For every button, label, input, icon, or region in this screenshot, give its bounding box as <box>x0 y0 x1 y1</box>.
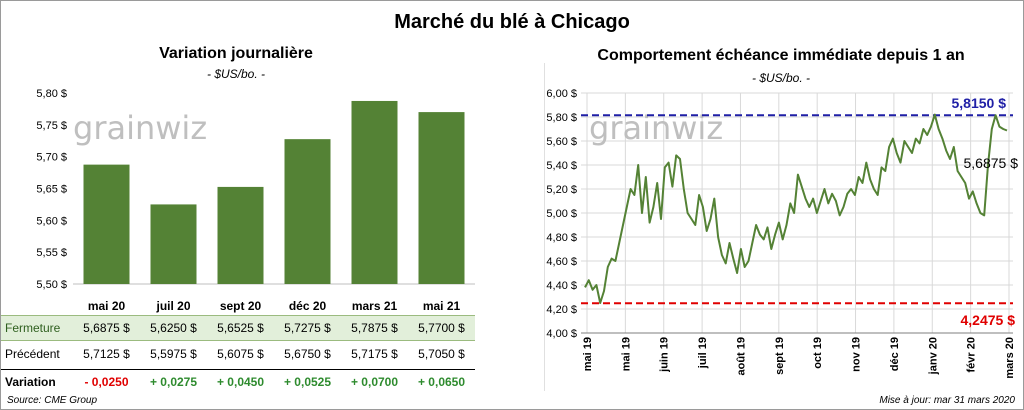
bar <box>418 112 465 284</box>
table-cell: 5,7875 $ <box>351 321 398 335</box>
bar-x-tick-label: mars 21 <box>352 299 398 313</box>
line-y-tick-label: 4,40 $ <box>546 280 577 292</box>
bar-x-tick-label: mai 20 <box>88 299 126 313</box>
table-cell: 5,6525 $ <box>217 321 264 335</box>
table-cell: 5,6875 $ <box>83 321 130 335</box>
line-x-tick-label: oct 19 <box>812 337 824 369</box>
bar-y-tick-label: 5,65 $ <box>36 184 67 196</box>
left-chart-title: Variation journalière <box>159 45 313 62</box>
table-cell: 5,7125 $ <box>83 347 130 361</box>
bar-y-tick-label: 5,50 $ <box>36 279 67 291</box>
table-row-previous: Précédent 5,7125 $ 5,5975 $ 5,6075 $ 5,6750… <box>1 342 475 366</box>
bar <box>351 100 398 284</box>
bar <box>217 186 264 284</box>
bar-series <box>83 100 465 284</box>
line-y-tick-label: 5,00 $ <box>546 208 577 220</box>
annotation-last: 5,6875 $ <box>964 155 1019 171</box>
annotation-high: 5,8150 $ <box>952 95 1007 111</box>
line-x-tick-label: août 19 <box>735 337 747 376</box>
bar <box>150 204 197 284</box>
line-x-tick-label: juin 19 <box>659 337 671 373</box>
line-y-tick-label: 4,20 $ <box>546 304 577 316</box>
line-x-tick-label: déc 19 <box>889 337 901 371</box>
line-y-tick-label: 5,80 $ <box>546 112 577 124</box>
source-note: Source: CME Group <box>7 395 98 406</box>
reference-lines <box>581 114 1013 305</box>
right-chart-title: Comportement échéance immédiate depuis 1… <box>597 47 965 64</box>
table-cell: 5,5975 $ <box>150 347 197 361</box>
panel-divider <box>544 63 545 391</box>
watermark-right: grainwiz <box>589 109 723 147</box>
table-cell: 5,7700 $ <box>418 321 465 335</box>
price-line <box>584 113 1008 304</box>
watermark-left: grainwiz <box>73 109 207 147</box>
line-y-tick-label: 5,40 $ <box>546 160 577 172</box>
bar <box>83 164 130 284</box>
main-title: Marché du blé à Chicago <box>394 11 630 33</box>
table-cell: 5,6250 $ <box>150 321 197 335</box>
table-cell: + 0,0525 <box>283 375 332 389</box>
bar-x-tick-label: sept 20 <box>220 299 262 313</box>
line-x-tick-label: mai 19 <box>582 337 594 371</box>
row-label: Précédent <box>5 347 60 361</box>
table-cell: + 0,0275 <box>149 375 198 389</box>
row-label: Variation <box>5 375 56 389</box>
line-x-axis: mai 19 mai 19 juin 19 juil 19 août 19 sept 19… <box>582 337 1016 379</box>
bar-chart: 5,50 $ 5,55 $ 5,60 $ 5,65 $ 5,70 $ 5,75 $ 5,80… <box>36 88 475 313</box>
bar-x-axis: mai 20 juil 20 sept 20 déc 20 mars 21 mai 21 <box>88 299 461 313</box>
bar-x-tick-label: mai 21 <box>423 299 461 313</box>
line-x-tick-label: nov 19 <box>851 337 863 372</box>
bar-y-axis: 5,50 $ 5,55 $ 5,60 $ 5,65 $ 5,70 $ 5,75 $ 5,80… <box>36 88 475 291</box>
left-chart-subtitle: - $US/bo. - <box>206 67 266 81</box>
table-cell: 5,7275 $ <box>284 321 331 335</box>
line-series <box>584 113 1008 304</box>
line-y-tick-label: 5,20 $ <box>546 184 577 196</box>
table-row-close: Fermeture 5,6875 $ 5,6250 $ 5,6525 $ 5,7275… <box>1 315 475 341</box>
table-cell: 5,7175 $ <box>351 347 398 361</box>
line-x-tick-label: sept 19 <box>774 337 786 375</box>
line-y-tick-label: 5,60 $ <box>546 136 577 148</box>
update-note: Mise à jour: mar 31 mars 2020 <box>879 395 1015 406</box>
bar-y-tick-label: 5,75 $ <box>36 120 67 132</box>
bar <box>284 139 331 284</box>
line-y-tick-label: 4,60 $ <box>546 256 577 268</box>
table-cell: + 0,0700 <box>350 375 399 389</box>
line-y-tick-label: 4,00 $ <box>546 328 577 340</box>
line-x-tick-label: mai 19 <box>620 337 632 371</box>
bar-y-tick-label: 5,70 $ <box>36 152 67 164</box>
bar-x-tick-label: déc 20 <box>289 299 327 313</box>
table-row-variation: Variation - 0,0250 + 0,0275 + 0,0450 + 0,05… <box>1 369 475 394</box>
line-x-tick-label: janv 20 <box>927 337 939 375</box>
bar-y-tick-label: 5,60 $ <box>36 215 67 227</box>
line-grid <box>581 92 1013 334</box>
table-cell: 5,7050 $ <box>418 347 465 361</box>
line-x-tick-label: févr 20 <box>966 337 978 372</box>
line-x-tick-label: mars 20 <box>1004 337 1016 379</box>
bar-y-tick-label: 5,80 $ <box>36 88 67 100</box>
line-y-tick-label: 6,00 $ <box>546 88 577 100</box>
line-x-tick-label: juil 19 <box>697 337 709 369</box>
annotation-low: 4,2475 $ <box>961 312 1016 328</box>
table-cell: 5,6075 $ <box>217 347 264 361</box>
table-cell: 5,6750 $ <box>284 347 331 361</box>
line-y-tick-label: 4,80 $ <box>546 232 577 244</box>
line-y-axis: 4,00 $ 4,20 $ 4,40 $ 4,60 $ 4,80 $ 5,00 $ 5,20… <box>546 88 577 340</box>
row-label: Fermeture <box>5 321 61 335</box>
table-cell: + 0,0650 <box>417 375 466 389</box>
table-cell: + 0,0450 <box>216 375 265 389</box>
right-chart-subtitle: - $US/bo. - <box>751 71 811 85</box>
table-cell: - 0,0250 <box>84 375 129 389</box>
bar-x-tick-label: juil 20 <box>155 299 190 313</box>
bar-y-tick-label: 5,55 $ <box>36 247 67 259</box>
